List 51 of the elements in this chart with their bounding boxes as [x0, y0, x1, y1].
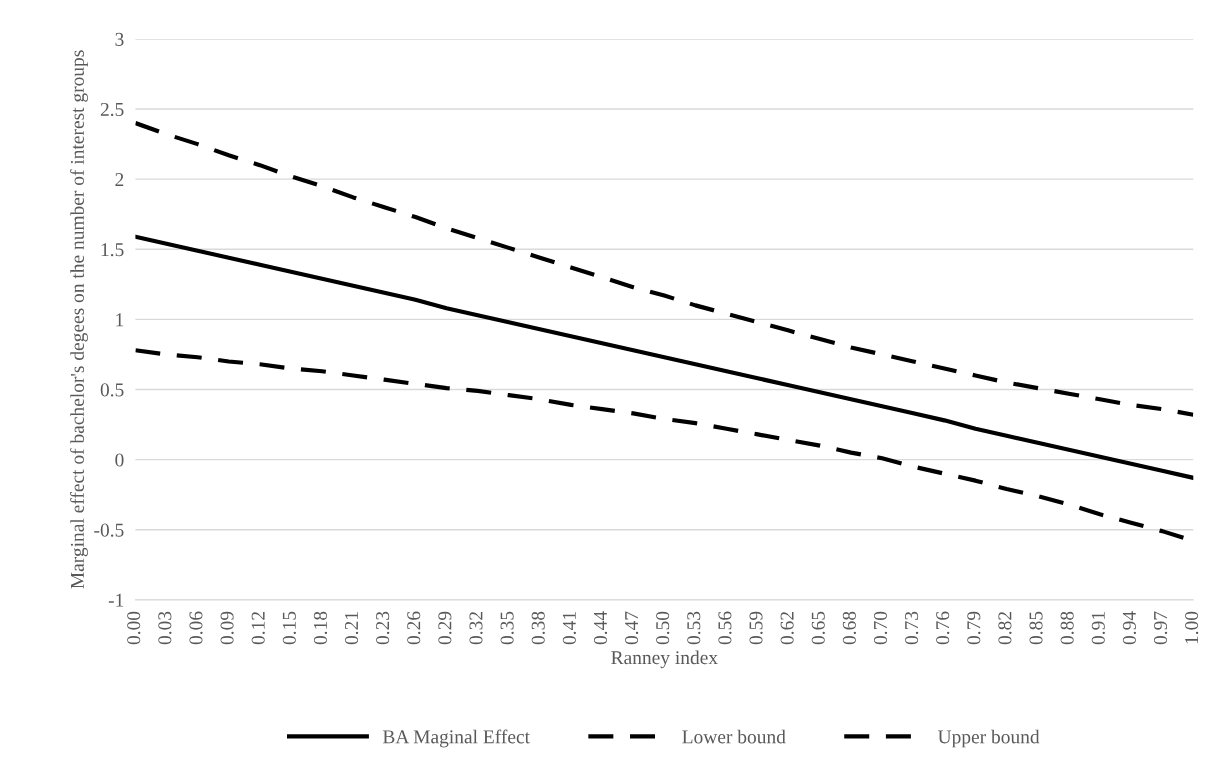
x-tick-label: 0.32 — [469, 612, 483, 645]
x-tick-label: 0.00 — [127, 611, 141, 645]
x-tick-label: 0.35 — [500, 611, 514, 645]
x-tick-label: 0.50 — [656, 611, 670, 645]
x-tick-label: 0.59 — [749, 611, 763, 645]
x-tick-label: 0.41 — [562, 612, 576, 645]
x-tick-label: 0.88 — [1060, 611, 1074, 645]
x-tick-label: 0.15 — [282, 611, 296, 645]
line-series — [135, 120, 1194, 417]
x-tick-label: 0.76 — [936, 611, 950, 645]
x-tick-label: 0.47 — [624, 611, 639, 645]
x-tick-label: 0.09 — [220, 611, 234, 645]
x-tick-label: 0.23 — [376, 611, 390, 645]
x-axis-title: Ranney index — [611, 650, 718, 669]
x-tick-label: 0.73 — [905, 611, 919, 645]
x-tick-label: 0.03 — [158, 611, 172, 645]
y-tick-label: 1.5 — [101, 243, 124, 257]
y-tick-label: 1 — [116, 313, 124, 327]
y-axis-title: Marginal effect of bachelor's degees on the number of interest groups — [70, 50, 88, 589]
legend-label: BA Maginal Effect — [382, 729, 530, 748]
y-tick-label: 2.5 — [100, 102, 124, 117]
x-tick-label: 0.85 — [1029, 611, 1043, 645]
x-tick-label: 0.26 — [407, 611, 421, 645]
y-tick-label: 3 — [115, 32, 124, 46]
x-tick-label: 0.06 — [189, 611, 203, 645]
y-tick-label: 2 — [115, 173, 124, 186]
x-tick-label: 1.00 — [1185, 611, 1199, 644]
x-tick-label: 0.82 — [998, 612, 1012, 645]
x-tick-label: 0.18 — [313, 611, 328, 645]
x-tick-label: 0.53 — [687, 611, 701, 645]
x-tick-label: 0.56 — [718, 611, 732, 645]
x-tick-label: 0.29 — [438, 611, 452, 645]
x-tick-label: 0.70 — [873, 611, 888, 645]
x-tick-label: 0.21 — [344, 612, 359, 645]
legend-label: Lower bound — [682, 729, 786, 744]
y-tick-label: -0.5 — [94, 523, 124, 537]
y-tick-label: 0 — [115, 453, 124, 467]
x-tick-label: 0.65 — [811, 611, 825, 645]
y-tick-label: -1 — [108, 593, 124, 607]
x-tick-label: 0.68 — [842, 611, 856, 645]
x-tick-label: 0.12 — [251, 612, 265, 645]
x-tick-label: 0.38 — [531, 611, 545, 645]
x-tick-label: 0.44 — [593, 611, 608, 645]
x-tick-label: 0.62 — [780, 612, 794, 645]
y-tick-label: 0.5 — [100, 383, 124, 397]
x-tick-label: 0.79 — [967, 611, 981, 645]
x-tick-label: 0.94 — [1122, 611, 1137, 645]
x-tick-label: 0.91 — [1091, 612, 1105, 645]
line-series — [135, 234, 1194, 480]
x-tick-label: 0.97 — [1153, 611, 1168, 645]
legend-label: Upper bound — [937, 729, 1040, 748]
